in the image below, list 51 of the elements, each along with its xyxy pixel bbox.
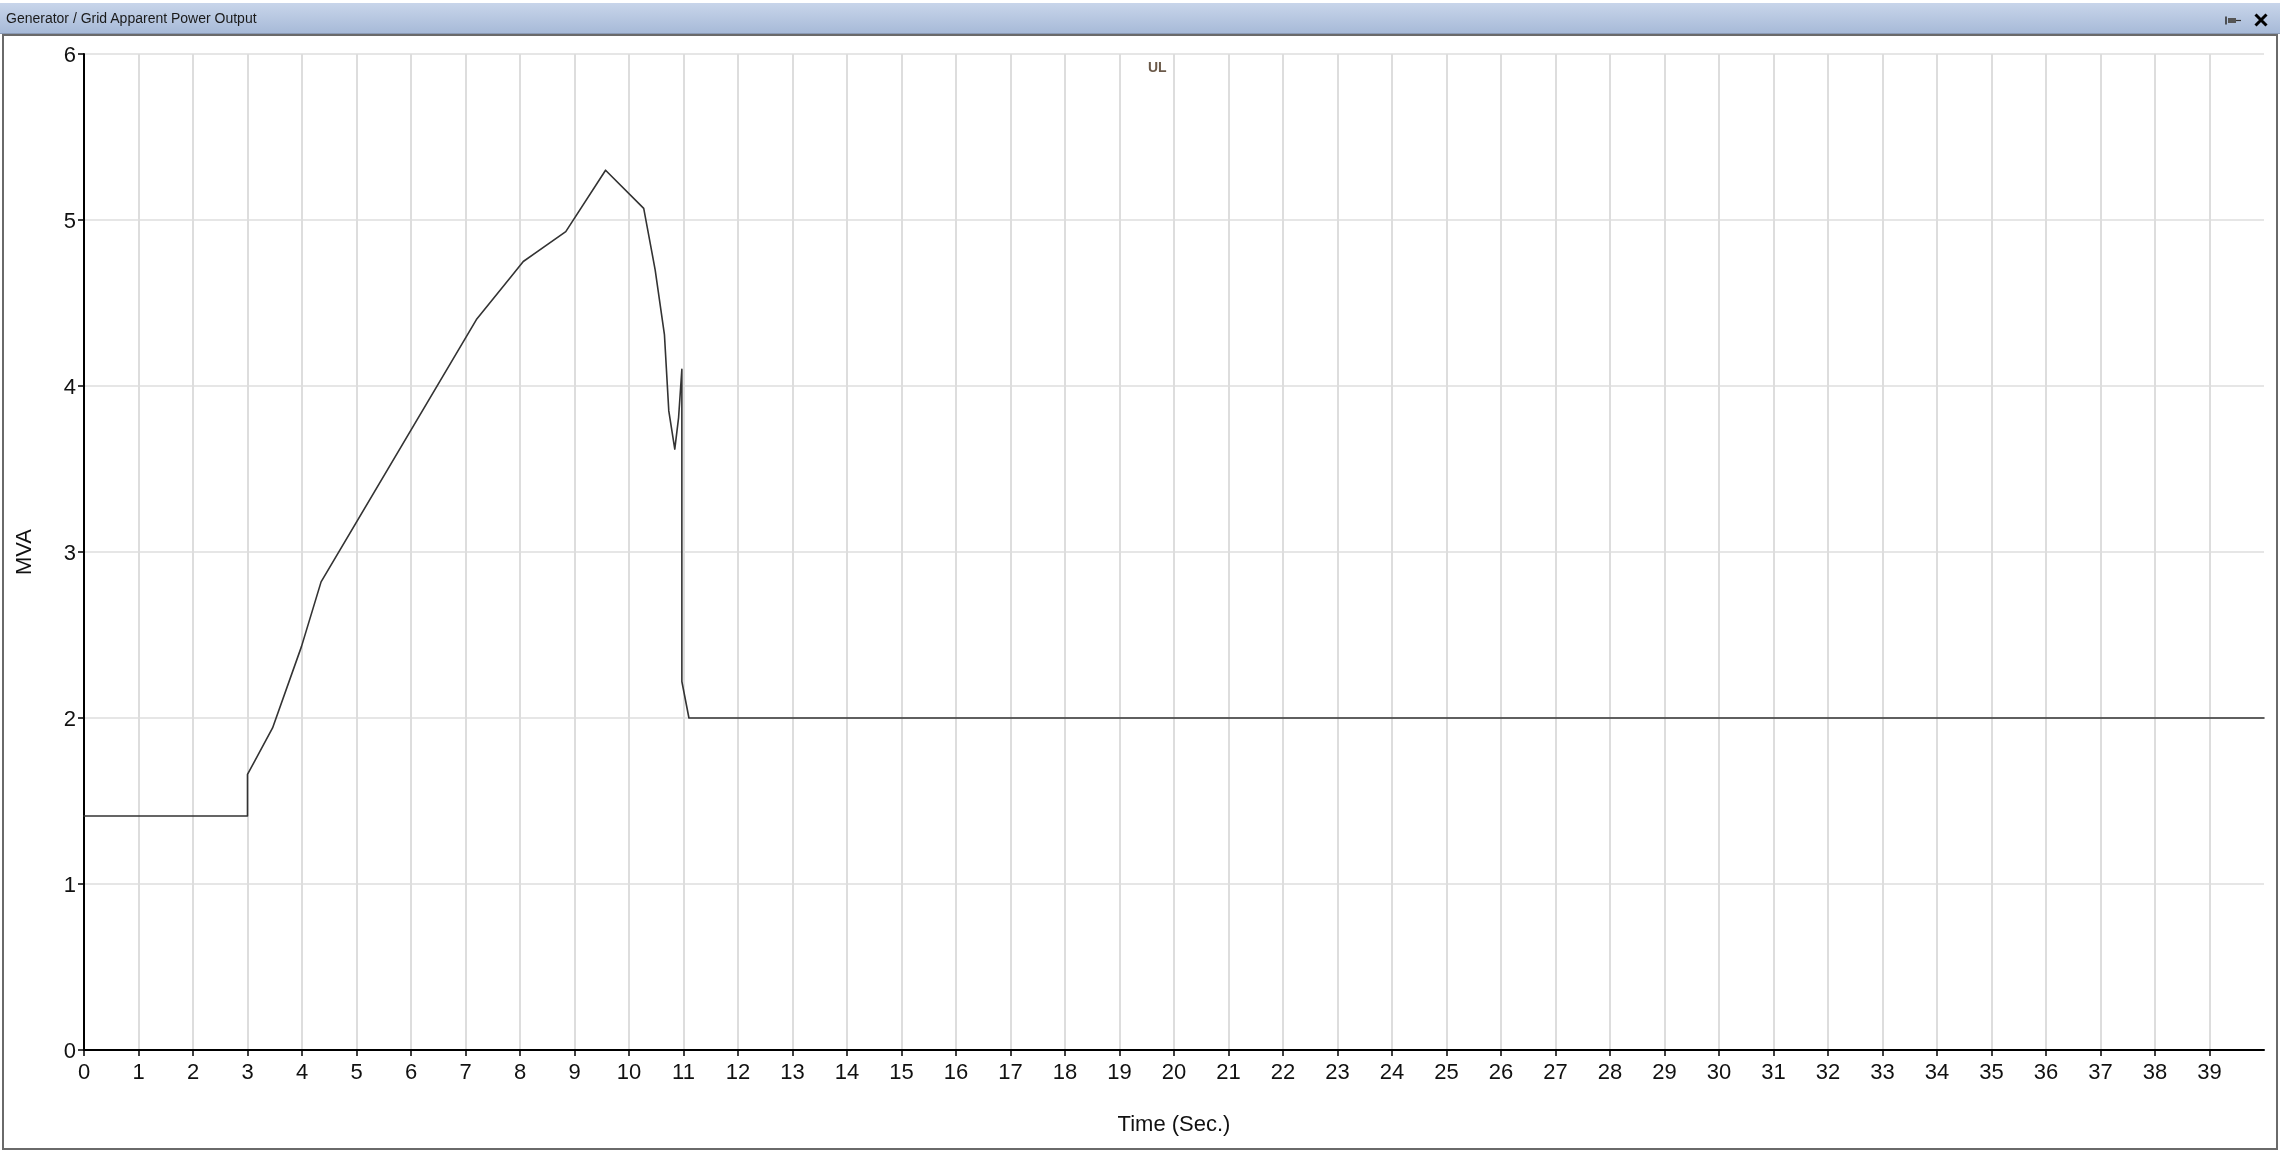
chart-title: Generator / Grid Apparent Power Output	[6, 10, 257, 26]
x-tick-label: 39	[2197, 1058, 2222, 1084]
x-tick-label: 14	[834, 1058, 860, 1084]
y-tick-label: 2	[63, 705, 76, 731]
x-tick-label: 16	[943, 1058, 969, 1084]
x-tick-label: 18	[1052, 1058, 1078, 1084]
x-tick-label: 2	[186, 1058, 200, 1084]
annotation: UL	[1148, 59, 1167, 75]
x-tick-label: 22	[1270, 1058, 1296, 1084]
x-tick-label: 35	[1979, 1058, 2004, 1084]
x-tick-label: 6	[404, 1058, 418, 1084]
y-tick-label: 3	[63, 539, 76, 565]
y-axis-title: MVA	[10, 528, 36, 576]
x-tick-label: 37	[2088, 1058, 2113, 1084]
x-tick-label: 34	[1924, 1058, 1950, 1084]
x-tick-label: 19	[1107, 1058, 1132, 1084]
x-tick-label: 25	[1434, 1058, 1459, 1084]
x-tick-label: 29	[1652, 1058, 1677, 1084]
x-tick-label: 38	[2142, 1058, 2168, 1084]
x-tick-label: 20	[1161, 1058, 1187, 1084]
x-tick-label: 30	[1706, 1058, 1732, 1084]
x-tick-label: 15	[889, 1058, 914, 1084]
x-tick-label: 17	[998, 1058, 1023, 1084]
y-tick-label: 0	[63, 1037, 76, 1063]
x-tick-label: 1	[132, 1058, 145, 1084]
x-axis-title: Time (Sec.)	[1117, 1110, 1231, 1136]
x-tick-label: 12	[725, 1058, 751, 1084]
x-tick-label: 26	[1488, 1058, 1514, 1084]
y-tick-label: 6	[63, 41, 76, 67]
x-tick-label: 27	[1543, 1058, 1568, 1084]
x-tick-label: 13	[780, 1058, 805, 1084]
x-tick-label: 24	[1379, 1058, 1405, 1084]
x-tick-label: 11	[672, 1058, 695, 1084]
x-tick-label: 33	[1870, 1058, 1895, 1084]
x-tick-label: 7	[459, 1058, 472, 1084]
x-tick-label: 5	[350, 1058, 363, 1084]
x-tick-label: 3	[241, 1058, 254, 1084]
x-tick-label: 32	[1815, 1058, 1841, 1084]
y-tick-label: 5	[63, 207, 76, 233]
y-tick-label: 1	[63, 871, 76, 897]
x-tick-label: 31	[1761, 1058, 1786, 1084]
x-tick-label: 23	[1325, 1058, 1350, 1084]
x-tick-label: 9	[568, 1058, 581, 1084]
x-tick-label: 36	[2033, 1058, 2059, 1084]
x-tick-label: 8	[513, 1058, 527, 1084]
line-series	[83, 169, 2265, 817]
x-tick-label: 21	[1216, 1058, 1241, 1084]
x-tick-label: 28	[1597, 1058, 1623, 1084]
x-tick-label: 10	[616, 1058, 642, 1084]
x-tick-label: 4	[295, 1058, 309, 1084]
y-tick-label: 4	[63, 373, 76, 399]
